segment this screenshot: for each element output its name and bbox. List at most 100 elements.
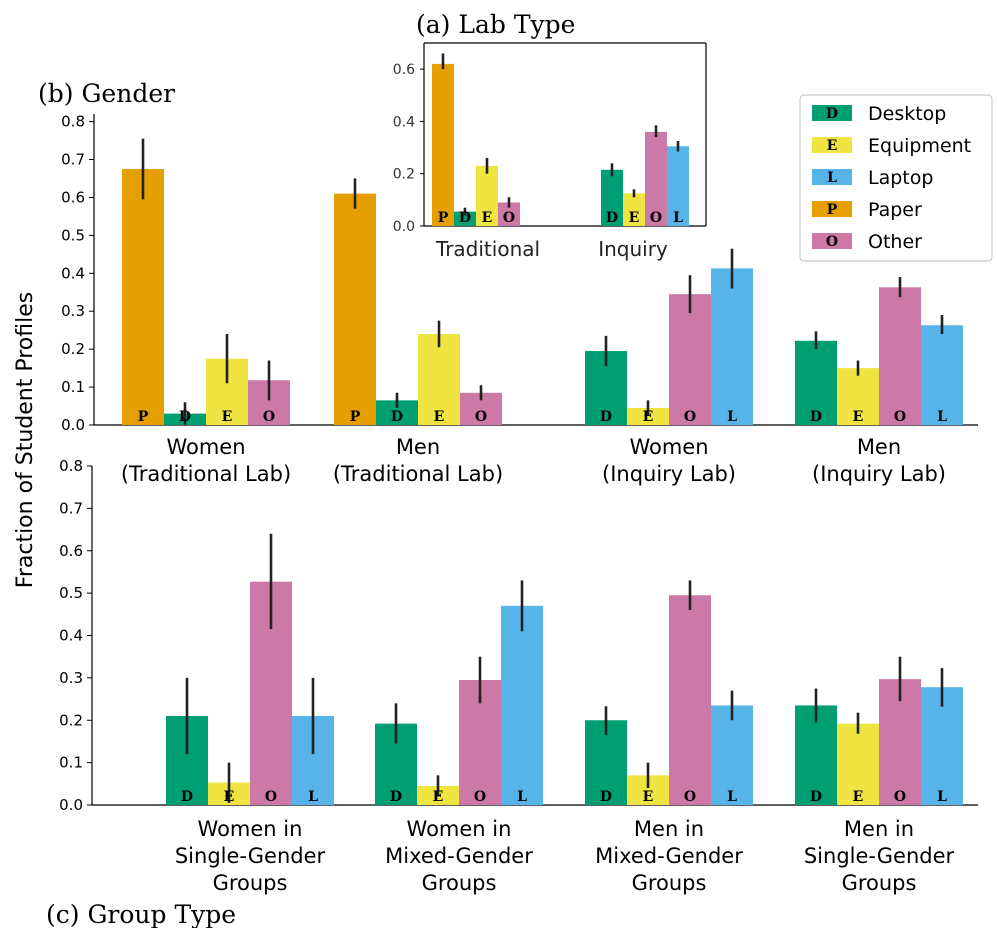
category-label: Single-Gender (804, 844, 955, 868)
category-label: Women in (407, 817, 512, 841)
y-tick-label: 0.0 (393, 219, 415, 235)
y-tick-label: 0.6 (61, 188, 85, 206)
panel-b-gender: 0.00.10.20.30.40.50.60.70.8P D E OWomen(Tra… (61, 113, 978, 486)
bar-other (669, 294, 711, 425)
bar-equipment (418, 333, 460, 425)
legend-label-other: Other (868, 231, 922, 253)
y-tick-label: 0.6 (59, 542, 83, 560)
category-label: Women (166, 435, 245, 459)
category-label: Men (857, 435, 901, 459)
bar-letter-label: D (600, 409, 612, 425)
bar-laptop (711, 268, 753, 425)
bar-letter-label: D (810, 409, 822, 425)
bar-letter-label: E (853, 789, 864, 805)
bar-letter-label: O (684, 409, 696, 425)
y-tick-label: 0.2 (393, 167, 415, 183)
category-label: (Inquiry Lab) (602, 462, 736, 486)
legend-swatch-paper (812, 201, 852, 217)
y-tick-label: 0.5 (61, 226, 85, 244)
bar-letter-label: O (684, 789, 696, 805)
y-tick-label: 0.0 (59, 796, 83, 814)
panel-b-title: (b) Gender (38, 79, 175, 108)
bar-letter-label: L (727, 789, 737, 805)
bar-letter-label: L (308, 789, 318, 805)
legend-swatch-laptop (812, 169, 852, 185)
category-label: (Traditional Lab) (121, 462, 291, 486)
bar-letter-label: O (650, 210, 662, 226)
bar-letter-label: L (727, 409, 737, 425)
y-tick-label: 0.7 (59, 499, 83, 517)
bar-laptop (921, 687, 963, 805)
bar-laptop (921, 325, 963, 425)
legend-label-laptop: Laptop (868, 167, 933, 189)
bar-letter-label: E (643, 409, 654, 425)
category-label: Traditional (435, 237, 540, 261)
legend: D Desktop E Equipment L Laptop P Paper O Other (799, 94, 993, 262)
bar-equipment (627, 407, 669, 425)
bar-other (645, 131, 667, 226)
category-label: Mixed-Gender (595, 844, 743, 868)
bar-paper (334, 193, 376, 425)
bar-letter-label: D (459, 210, 471, 226)
category-label: Inquiry (598, 237, 668, 261)
legend-label-desktop: Desktop (868, 103, 946, 125)
legend-swatch-letter: E (827, 138, 838, 154)
bar-letter-label: E (433, 789, 444, 805)
bar-paper (122, 168, 164, 425)
bar-equipment (476, 165, 498, 226)
bar-laptop (667, 146, 689, 226)
panel-c-title: (c) Group Type (46, 900, 236, 928)
bar-desktop (601, 169, 623, 226)
bar-equipment (623, 193, 645, 226)
bar-letter-label: E (222, 409, 233, 425)
category-label: Groups (632, 871, 707, 895)
y-tick-label: 0.2 (59, 711, 83, 729)
bar-letter-label: O (503, 210, 515, 226)
bar-letter-label: O (474, 789, 486, 805)
bar-letter-label: E (629, 210, 640, 226)
y-axis-label: Fraction of Student Profiles (13, 292, 38, 588)
bar-laptop (501, 605, 543, 805)
bar-letter-label: E (224, 789, 235, 805)
y-tick-label: 0.3 (59, 669, 83, 687)
y-tick-label: 0.8 (59, 457, 83, 475)
category-label: (Traditional Lab) (333, 462, 503, 486)
bar-paper (432, 63, 454, 226)
bar-other (498, 202, 520, 226)
category-label: Women (629, 435, 708, 459)
y-tick-label: 0.7 (61, 151, 85, 169)
bar-letter-label: E (482, 210, 493, 226)
legend-swatch-equipment (812, 137, 852, 153)
bar-other (879, 287, 921, 425)
category-label: Groups (213, 871, 288, 895)
bar-letter-label: L (937, 789, 947, 805)
y-tick-label: 0.1 (61, 378, 85, 396)
bar-letter-label: D (179, 409, 191, 425)
bar-letter-label: E (434, 409, 445, 425)
bar-letter-label: D (181, 789, 193, 805)
bar-letter-label: O (894, 789, 906, 805)
bar-letter-label: D (810, 789, 822, 805)
bar-letter-label: L (937, 409, 947, 425)
bar-letter-label: O (475, 409, 487, 425)
legend-swatch-other (812, 233, 852, 249)
bar-letter-label: L (517, 789, 527, 805)
category-label: (Inquiry Lab) (812, 462, 946, 486)
y-tick-label: 0.1 (59, 754, 83, 772)
bar-letter-label: P (138, 409, 149, 425)
bar-other (669, 595, 711, 805)
category-label: Women in (198, 817, 303, 841)
y-tick-label: 0.8 (61, 113, 85, 131)
panel-c-group-type: 0.0 0.1 0.2 0.3 0.4 0.5 0.6 0.7 0.8 D E O L Women in S… (59, 457, 978, 895)
bar-letter-label: E (643, 789, 654, 805)
bar-letter-label: O (263, 409, 275, 425)
category-label: Men (396, 435, 440, 459)
bar-equipment (837, 368, 879, 425)
category-label: Mixed-Gender (385, 844, 533, 868)
bar-laptop (711, 705, 753, 805)
y-tick-label: 0.4 (61, 264, 85, 282)
legend-swatch-desktop (812, 105, 852, 121)
bar-letter-label: L (673, 210, 683, 226)
y-tick-label: 0.4 (59, 627, 83, 645)
bar-desktop (454, 211, 476, 226)
